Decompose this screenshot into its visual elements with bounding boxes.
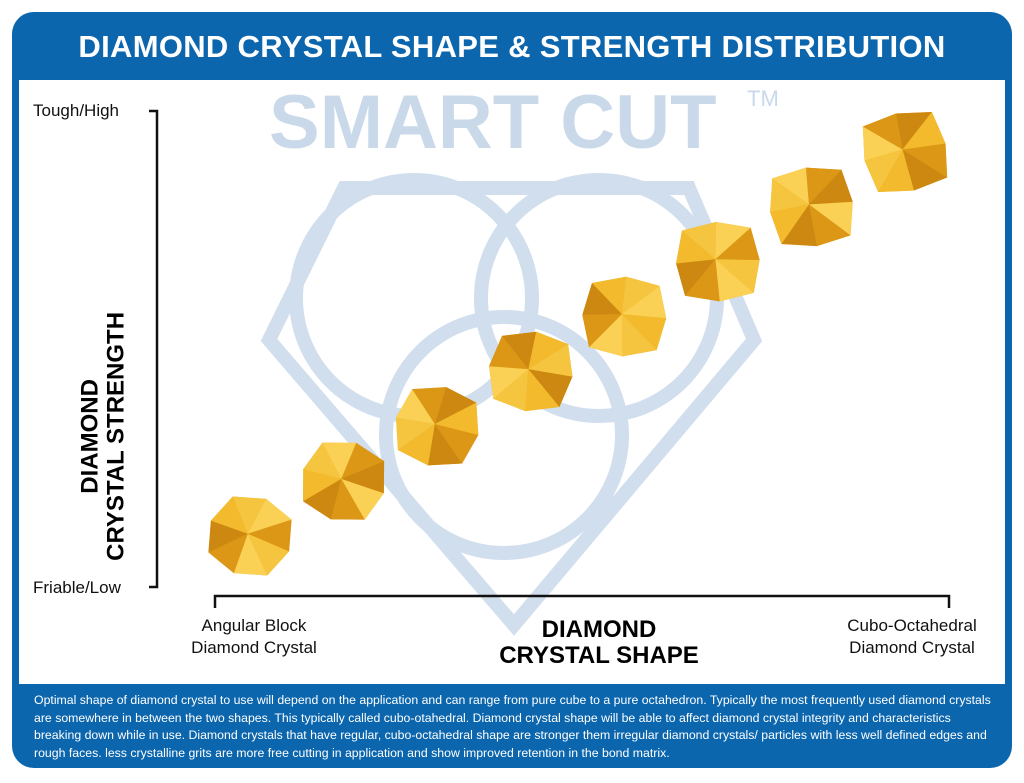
x-left-label: Angular Block Diamond Crystal: [191, 616, 317, 657]
crystal-5: [582, 276, 667, 357]
x-axis-line: [213, 594, 951, 608]
crystal-7: [770, 167, 853, 247]
x-axis-title: DIAMOND CRYSTAL SHAPE: [499, 616, 699, 670]
watermark-text: SMART CUT: [269, 80, 717, 165]
crystal-3: [395, 387, 479, 466]
crystal-6: [676, 222, 760, 302]
description-text: Optimal shape of diamond crystal to use …: [34, 693, 991, 760]
crystal-1: [208, 496, 292, 576]
axes: [149, 109, 951, 608]
y-bottom-label: Friable/Low: [33, 578, 121, 597]
page-title: DIAMOND CRYSTAL SHAPE & STRENGTH DISTRIB…: [78, 29, 946, 64]
y-top-label: Tough/High: [33, 101, 120, 120]
y-axis-title: DIAMOND CRYSTAL STRENGTH: [76, 311, 130, 561]
crystal-sequence: [208, 111, 948, 576]
y-axis-line: [149, 109, 159, 589]
crystal-4: [488, 331, 573, 412]
x-right-label: Cubo-Octahedral Diamond Crystal: [847, 616, 977, 657]
chart-panel: SMART CUT TM Tough/High Friable/Low DIAM…: [19, 80, 1005, 684]
crystal-8: [862, 111, 948, 193]
crystal-2: [303, 442, 385, 520]
watermark-tm: TM: [747, 86, 779, 111]
